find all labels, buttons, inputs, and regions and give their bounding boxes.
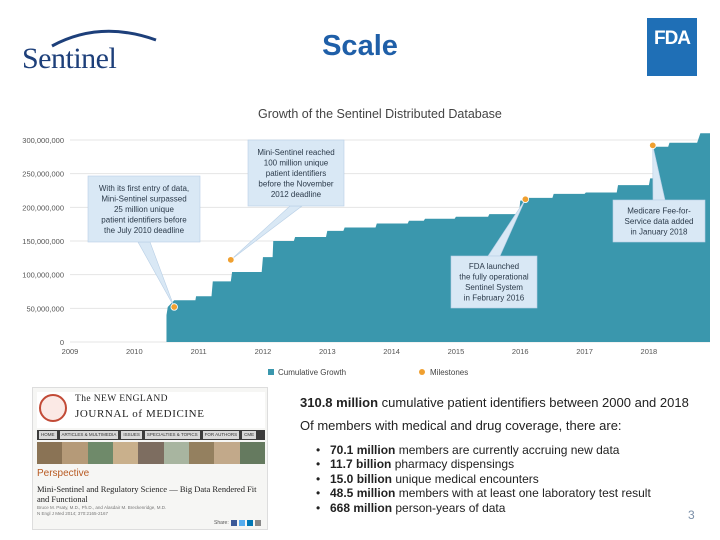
x-tick-label: 2012 <box>255 347 272 356</box>
list-item: 48.5 million members with at least one l… <box>316 486 651 501</box>
x-tick-label: 2016 <box>512 347 529 356</box>
milestone-point <box>521 195 530 203</box>
x-tick-label: 2010 <box>126 347 143 356</box>
annotation-text: patient identifiers <box>266 169 326 178</box>
y-tick-label: 250,000,000 <box>22 170 64 179</box>
annotation-text: 100 million unique <box>264 158 329 167</box>
milestone-point <box>170 303 178 311</box>
y-tick-label: 150,000,000 <box>22 237 64 246</box>
nejm-author-line: Bruce M. Psaty, M.D., Ph.D., and Alasdai… <box>37 505 263 517</box>
annotation-text: patient identifiers before <box>101 215 187 224</box>
sentinel-logo: Sentinel <box>22 26 157 76</box>
list-item: 11.7 billion pharmacy dispensings <box>316 457 651 472</box>
list-item: 15.0 billion unique medical encounters <box>316 472 651 487</box>
annotation-text: Medicare Fee-for- <box>627 206 691 215</box>
nejm-nav-bar: HOME ARTICLES & MULTIMEDIA ISSUES SPECIALTI… <box>37 430 265 440</box>
nejm-name-line1: The NEW ENGLAND <box>75 394 168 404</box>
cumulative-growth-area <box>70 133 710 342</box>
annotation-text: Service data added <box>625 217 694 226</box>
annotation-text: the July 2010 deadline <box>104 226 185 235</box>
callout-box <box>612 199 706 243</box>
legend-label: Cumulative Growth <box>278 368 346 377</box>
nejm-citation: N Engl J Med 2014; 370:2165-2167 <box>37 511 109 516</box>
fda-logo: FDA <box>647 18 697 76</box>
legend-swatch-milestone <box>419 369 425 375</box>
nejm-nav-item: ARTICLES & MULTIMEDIA <box>59 431 119 439</box>
email-icon <box>254 520 261 526</box>
facebook-icon <box>230 520 237 526</box>
y-tick-label: 50,000,000 <box>26 304 64 313</box>
list-item: 668 million person-years of data <box>316 501 651 516</box>
nejm-share-row: Share: <box>214 520 261 526</box>
nejm-authors: Bruce M. Psaty, M.D., Ph.D., and Alasdai… <box>37 505 167 510</box>
twitter-icon <box>238 520 245 526</box>
milestone-point <box>649 141 657 150</box>
nejm-nav-item: ISSUES <box>121 431 142 439</box>
callout-box <box>87 175 201 243</box>
chart-title: Growth of the Sentinel Distributed Datab… <box>258 107 502 121</box>
annotation-text: With its first entry of data, <box>99 184 189 193</box>
nejm-name-line2: JOURNAL of MEDICINE <box>75 408 205 420</box>
y-tick-label: 0 <box>60 338 64 347</box>
milestone-point <box>227 256 235 264</box>
x-tick-label: 2009 <box>62 347 79 356</box>
legend-swatch-growth <box>268 369 274 375</box>
nejm-article-title: Mini-Sentinel and Regulatory Science — B… <box>37 484 257 504</box>
annotation-text: before the November <box>258 179 333 188</box>
callout-box <box>247 139 345 207</box>
annotation-text: in February 2016 <box>464 294 525 303</box>
nejm-masthead: The NEW ENGLAND JOURNAL of MEDICINE <box>37 392 265 428</box>
x-tick-label: 2013 <box>319 347 336 356</box>
x-tick-label: 2011 <box>191 347 207 356</box>
annotation-text: in January 2018 <box>631 227 688 236</box>
list-item: 70.1 million members are currently accru… <box>316 443 651 458</box>
logo-text: Sentinel <box>22 42 117 75</box>
nejm-nav-item: FOR AUTHORS <box>202 431 240 439</box>
legend-label: Milestones <box>430 368 468 377</box>
stats-headline: 310.8 million cumulative patient identif… <box>300 395 689 410</box>
logo-arc-icon <box>51 29 157 48</box>
linkedin-icon <box>246 520 253 526</box>
x-tick-label: 2017 <box>576 347 593 356</box>
nejm-nav-item: SPECIALTIES & TOPICS <box>144 431 200 439</box>
stats-list: 70.1 million members are currently accru… <box>316 443 651 515</box>
nejm-seal-icon <box>39 394 67 422</box>
x-tick-label: 2018 <box>641 347 658 356</box>
y-tick-label: 200,000,000 <box>22 203 64 212</box>
y-tick-label: 100,000,000 <box>22 271 64 280</box>
annotation-text: FDA launched <box>469 262 519 271</box>
growth-chart: 0 50,000,000 100,000,000 150,000,000 200,000… <box>22 133 710 377</box>
callout-box <box>450 255 538 309</box>
nejm-nav-item: CME <box>242 431 257 439</box>
nejm-nav-item: HOME <box>39 431 57 439</box>
annotation-text: Mini-Sentinel reached <box>257 148 334 157</box>
annotation-text: 25 million unique <box>114 205 175 214</box>
nejm-article-thumbnail: The NEW ENGLAND JOURNAL of MEDICINE HOME… <box>32 387 268 530</box>
annotation-text: Sentinel System <box>465 283 523 292</box>
x-tick-label: 2015 <box>448 347 465 356</box>
x-tick-label: 2014 <box>383 347 400 356</box>
y-tick-label: 300,000,000 <box>22 136 64 145</box>
annotation-text: Mini-Sentinel surpassed <box>101 194 186 203</box>
nejm-image-strip <box>37 442 265 464</box>
page-title: Scale <box>322 30 398 62</box>
stats-subhead: Of members with medical and drug coverag… <box>300 418 622 433</box>
annotation-text: the fully operational <box>459 273 529 282</box>
nejm-section-label: Perspective <box>37 468 90 479</box>
annotation-text: 2012 deadline <box>271 190 322 199</box>
page-number: 3 <box>688 508 695 522</box>
nejm-share-label: Share: <box>214 520 229 526</box>
